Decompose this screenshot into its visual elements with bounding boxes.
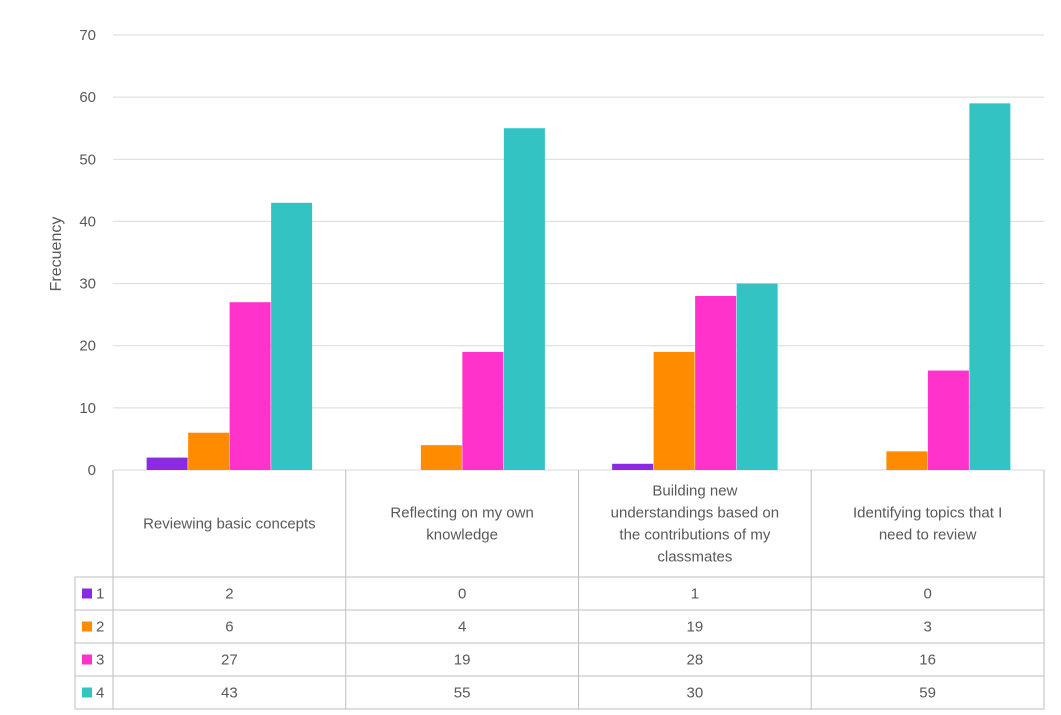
table-cell-value: 1 xyxy=(691,586,699,603)
table-cell-value: 30 xyxy=(687,685,704,702)
bars xyxy=(146,103,1011,471)
bar-series-4-cat-1 xyxy=(271,202,313,471)
table-cell-value: 43 xyxy=(221,685,238,702)
legend-label: 4 xyxy=(96,685,104,702)
legend-swatch xyxy=(82,621,92,632)
category-label-line: the contributions of my xyxy=(619,527,770,544)
category-label: Building new understandings based on the c… xyxy=(611,483,779,566)
legend-swatch xyxy=(82,687,92,698)
category-label-line: need to review xyxy=(879,527,977,544)
table-cell-value: 28 xyxy=(687,652,704,669)
category-label-line: understandings based on xyxy=(611,505,779,522)
bar-series-1-cat-1 xyxy=(146,457,188,470)
bar-series-3-cat-1 xyxy=(229,302,271,470)
bar-series-1-cat-3 xyxy=(612,463,654,470)
legend-swatch xyxy=(82,588,92,599)
table-cell-value: 6 xyxy=(225,619,233,636)
bar-series-2-cat-4 xyxy=(886,451,928,470)
y-tick-label: 40 xyxy=(79,213,96,230)
table-cell-value: 55 xyxy=(454,685,471,702)
bar-series-4-cat-2 xyxy=(503,128,545,470)
table-cell-value: 16 xyxy=(919,652,936,669)
y-tick-label: 30 xyxy=(79,276,96,293)
y-tick-label: 60 xyxy=(79,89,96,106)
y-tick-label: 50 xyxy=(79,151,96,168)
y-tick-label: 70 xyxy=(79,27,96,44)
bar-series-3-cat-4 xyxy=(927,370,969,470)
bar-series-2-cat-3 xyxy=(653,351,695,470)
bar-series-2-cat-1 xyxy=(188,432,230,470)
legend-swatch xyxy=(82,654,92,665)
bar-series-2-cat-2 xyxy=(420,445,462,470)
table-cell-value: 0 xyxy=(923,586,931,603)
table-cell-value: 19 xyxy=(687,619,704,636)
category-label-line: Identifying topics that I xyxy=(853,505,1002,522)
y-tick-label: 0 xyxy=(88,462,96,479)
category-label-line: Reflecting on my own xyxy=(390,505,533,522)
table-cell-value: 4 xyxy=(458,619,466,636)
bar-series-4-cat-4 xyxy=(969,103,1011,470)
table-cell-value: 19 xyxy=(454,652,471,669)
category-label-line: Reviewing basic concepts xyxy=(143,516,316,533)
y-axis-ticks: 0 10 20 30 40 50 60 70 xyxy=(79,27,96,479)
bar-series-3-cat-3 xyxy=(695,296,737,470)
table-cell-value: 59 xyxy=(919,685,936,702)
category-label-line: classmates xyxy=(657,549,732,566)
table-cell-value: 27 xyxy=(221,652,238,669)
data-table: Reviewing basic concepts Reflecting on my… xyxy=(74,470,1045,710)
y-tick-label: 20 xyxy=(79,338,96,355)
category-label: Identifying topics that I need to review xyxy=(853,505,1002,544)
category-label: Reviewing basic concepts xyxy=(143,516,316,533)
legend-label: 3 xyxy=(96,652,104,669)
table-cell-value: 3 xyxy=(923,619,931,636)
y-axis-label: Frecuency xyxy=(48,217,65,292)
category-label: Reflecting on my own knowledge xyxy=(390,505,533,544)
y-tick-label: 10 xyxy=(79,400,96,417)
table-cell-value: 0 xyxy=(458,586,466,603)
legend-label: 1 xyxy=(96,586,104,603)
bar-series-3-cat-2 xyxy=(462,351,504,470)
legend-label: 2 xyxy=(96,619,104,636)
category-label-line: knowledge xyxy=(426,527,498,544)
category-label-line: Building new xyxy=(652,483,737,500)
table-cell-value: 2 xyxy=(225,586,233,603)
bar-series-4-cat-3 xyxy=(736,283,778,470)
